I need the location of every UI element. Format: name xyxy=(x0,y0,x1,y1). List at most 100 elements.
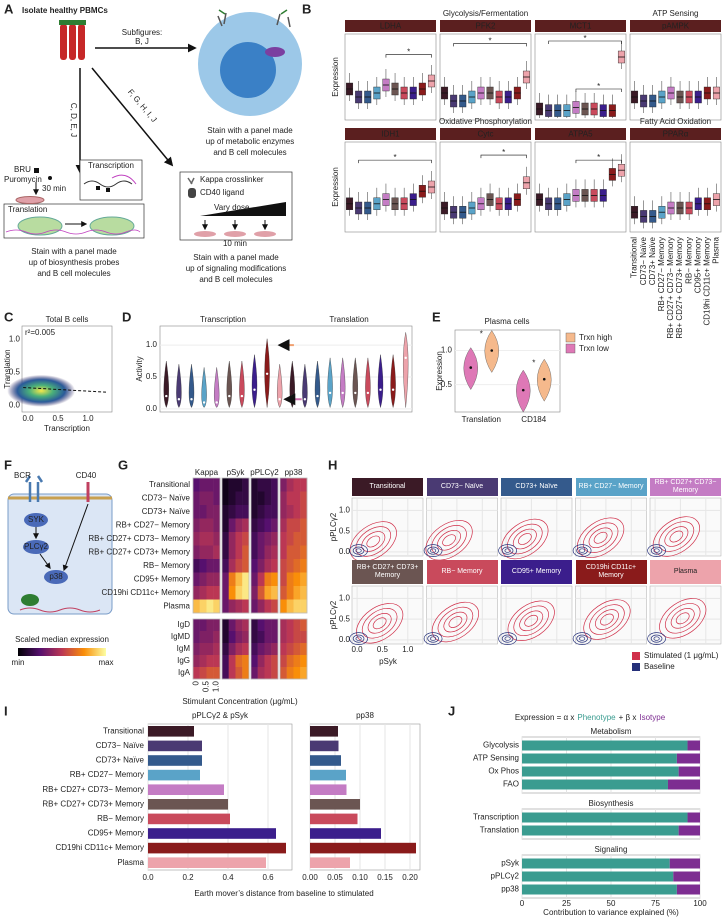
contour xyxy=(664,526,689,547)
heat-cell xyxy=(293,599,301,614)
annotation: r²=0.005 xyxy=(25,328,56,337)
heat-cell xyxy=(228,545,236,560)
group-title: Fatty Acid Oxidation xyxy=(640,117,711,126)
heat-cell xyxy=(257,643,265,656)
heat-cell xyxy=(228,667,236,680)
violin xyxy=(188,364,195,408)
heat-cell xyxy=(293,643,301,656)
heat-cell xyxy=(206,655,214,668)
heat-cell xyxy=(280,667,287,680)
panel-label: C xyxy=(4,309,14,324)
legend-swatch xyxy=(565,343,576,354)
contour xyxy=(507,523,543,555)
x-tick-label: 0.10 xyxy=(352,873,368,882)
row-label: CD73+ Naïve xyxy=(142,507,191,516)
legend-label: Trxn high xyxy=(579,333,612,342)
dose-label: Vary dose xyxy=(214,203,250,212)
median-dot xyxy=(177,398,181,401)
facet-title: PFK2 xyxy=(475,22,496,31)
contour xyxy=(355,526,392,557)
violin xyxy=(214,367,220,408)
panel-label: A xyxy=(4,1,14,16)
y-tick-label: 0.5 xyxy=(9,367,21,376)
heat-cell xyxy=(271,631,279,644)
x-tick-label: 0.5 xyxy=(202,680,211,692)
legend-label: CD73− Naïve xyxy=(639,236,648,285)
x-tick-label: 25 xyxy=(562,899,571,908)
x-axis-label: pSyk xyxy=(379,657,398,666)
median-dot xyxy=(404,356,407,360)
significance-bracket xyxy=(358,159,432,164)
significance-bracket xyxy=(575,88,622,92)
block-frame xyxy=(279,477,308,614)
stain-text: up of biosynthesis probes xyxy=(29,258,120,267)
panel-title: CD19hi CD11c+ Memory xyxy=(575,560,647,584)
significance-bracket xyxy=(480,154,527,159)
heat-cell xyxy=(193,491,200,506)
heat-cell xyxy=(193,518,200,533)
protein-label: BCR xyxy=(14,471,31,480)
heat-cell xyxy=(251,491,258,506)
group-title: Translation xyxy=(329,315,368,324)
heat-cell xyxy=(235,655,243,668)
median-dot xyxy=(240,394,244,398)
x-axis-label: Transcription xyxy=(44,424,90,433)
x-tick-label: 0.20 xyxy=(402,873,418,882)
y-tick-label: 1.0 xyxy=(339,594,351,603)
heat-cell xyxy=(264,643,272,656)
contour xyxy=(427,546,439,555)
significance-bracket xyxy=(385,54,432,58)
heat-cell xyxy=(242,491,250,506)
x-tick-label: CD184 xyxy=(521,415,546,424)
heat-cell xyxy=(228,619,236,632)
heat-cell xyxy=(222,478,229,492)
median-dot xyxy=(253,388,256,391)
stain-text: up of signaling modifications xyxy=(186,264,287,273)
panel-title: CD73+ Naïve xyxy=(501,478,572,496)
heat-cell xyxy=(213,655,221,668)
heat-cell xyxy=(228,643,236,656)
y-tick-label: 1.0 xyxy=(146,340,158,349)
heat-cell xyxy=(206,505,214,519)
bar xyxy=(148,769,200,781)
heat-cell xyxy=(199,545,207,560)
protein-label: SYK xyxy=(28,515,45,524)
heat-cell xyxy=(286,599,294,614)
column-title: pPLCγ2 xyxy=(250,468,279,477)
violin xyxy=(377,354,384,409)
heat-cell xyxy=(199,643,207,656)
row-label: CD19hi CD11c+ Memory xyxy=(55,843,144,852)
heat-cell xyxy=(264,667,272,680)
heat-cell xyxy=(286,619,294,632)
heat-cell xyxy=(286,532,294,546)
heat-cell xyxy=(280,599,287,614)
heat-cell xyxy=(280,643,287,656)
contour xyxy=(352,546,365,555)
bar-segment xyxy=(687,740,700,751)
heat-cell xyxy=(213,667,221,680)
heat-cell xyxy=(251,505,258,519)
bar xyxy=(310,813,358,825)
heat-cell xyxy=(257,619,265,632)
heat-cell xyxy=(251,655,258,668)
contour xyxy=(361,608,398,639)
chart-title: Plasma cells xyxy=(485,317,530,326)
heat-cell xyxy=(257,559,265,573)
heat-cell xyxy=(222,586,229,600)
heat-cell xyxy=(293,572,301,587)
heat-cell xyxy=(193,619,200,632)
heat-cell xyxy=(264,491,272,506)
plot-frame xyxy=(351,497,424,557)
row-label: Translation xyxy=(480,826,519,835)
heat-cell xyxy=(213,572,221,587)
heat-cell xyxy=(251,532,258,546)
heat-cell xyxy=(193,559,200,573)
facet-frame xyxy=(629,141,722,233)
x-tick-label: 1.0 xyxy=(82,414,94,423)
x-tick-label: 0.2 xyxy=(182,873,194,882)
colorbar-title: Scaled median expression xyxy=(15,635,109,644)
violin xyxy=(226,361,232,408)
y-axis-label: Activity xyxy=(135,356,144,381)
heat-cell xyxy=(206,545,214,560)
heat-cell xyxy=(251,667,258,680)
